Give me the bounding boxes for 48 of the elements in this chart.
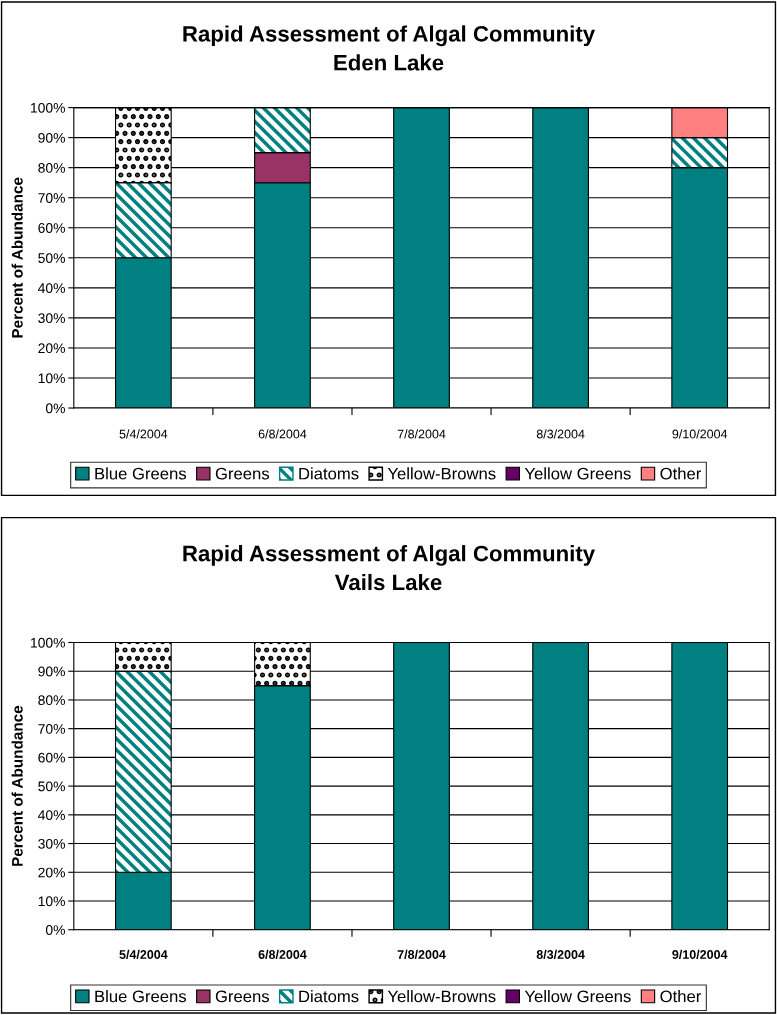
y-tick-label: 100%: [31, 102, 65, 113]
legend-label: Blue Greens: [95, 990, 187, 1003]
y-axis-title: Percent of Abundance: [11, 705, 23, 866]
legend-label: Yellow-Browns: [387, 990, 496, 1003]
x-tick-label: 6/8/2004: [258, 429, 307, 439]
legend-label: Blue Greens: [95, 467, 187, 480]
y-tick-label: 100%: [31, 637, 65, 648]
legend-label: Yellow Greens: [524, 990, 631, 1003]
y-tick-label: 40%: [38, 283, 65, 294]
x-tick-label: 7/8/2004: [397, 429, 446, 439]
y-tick-label: 30%: [38, 838, 65, 849]
y-tick-label: 0%: [45, 403, 65, 414]
y-tick-label: 20%: [38, 343, 65, 354]
legend-label: Other: [660, 467, 702, 480]
legend-label: Yellow-Browns: [387, 467, 496, 480]
y-tick-label: 40%: [38, 810, 65, 821]
y-tick-label: 10%: [38, 373, 65, 384]
x-tick-label: 6/8/2004: [258, 949, 307, 960]
y-tick-label: 30%: [38, 313, 65, 324]
legend-label: Diatoms: [299, 990, 359, 1003]
legend-label: Greens: [215, 990, 270, 1003]
x-tick-label: 9/10/2004: [672, 429, 728, 439]
y-tick-label: 60%: [38, 223, 65, 233]
y-tick-label: 0%: [45, 925, 65, 935]
y-tick-label: 60%: [38, 752, 65, 763]
x-tick-label: 8/3/2004: [536, 949, 585, 960]
y-tick-label: 80%: [38, 695, 65, 706]
y-tick-label: 90%: [38, 666, 65, 677]
chart-title: Rapid Assessment of Algal Community Vails Lake: [183, 545, 595, 591]
legend-label: Greens: [215, 467, 270, 480]
y-tick-label: 80%: [38, 163, 65, 173]
y-tick-label: 90%: [38, 132, 65, 143]
x-tick-label: 5/4/2004: [119, 949, 168, 960]
y-tick-label: 50%: [38, 253, 65, 263]
x-tick-label: 9/10/2004: [672, 949, 728, 960]
x-tick-label: 5/4/2004: [119, 429, 168, 439]
y-tick-label: 20%: [38, 867, 65, 878]
chart-title: Rapid Assessment of Algal Community Eden Lake: [183, 25, 595, 71]
x-tick-label: 8/3/2004: [536, 429, 585, 439]
y-axis-title: Percent of Abundance: [11, 177, 23, 338]
x-tick-label: 7/8/2004: [397, 949, 446, 960]
y-tick-label: 10%: [38, 896, 65, 907]
y-tick-label: 50%: [38, 781, 65, 792]
legend-label: Other: [660, 990, 702, 1003]
legend-label: Yellow Greens: [524, 467, 631, 480]
y-tick-label: 70%: [38, 193, 65, 203]
legend-label: Diatoms: [299, 467, 359, 480]
y-tick-label: 70%: [38, 724, 65, 734]
